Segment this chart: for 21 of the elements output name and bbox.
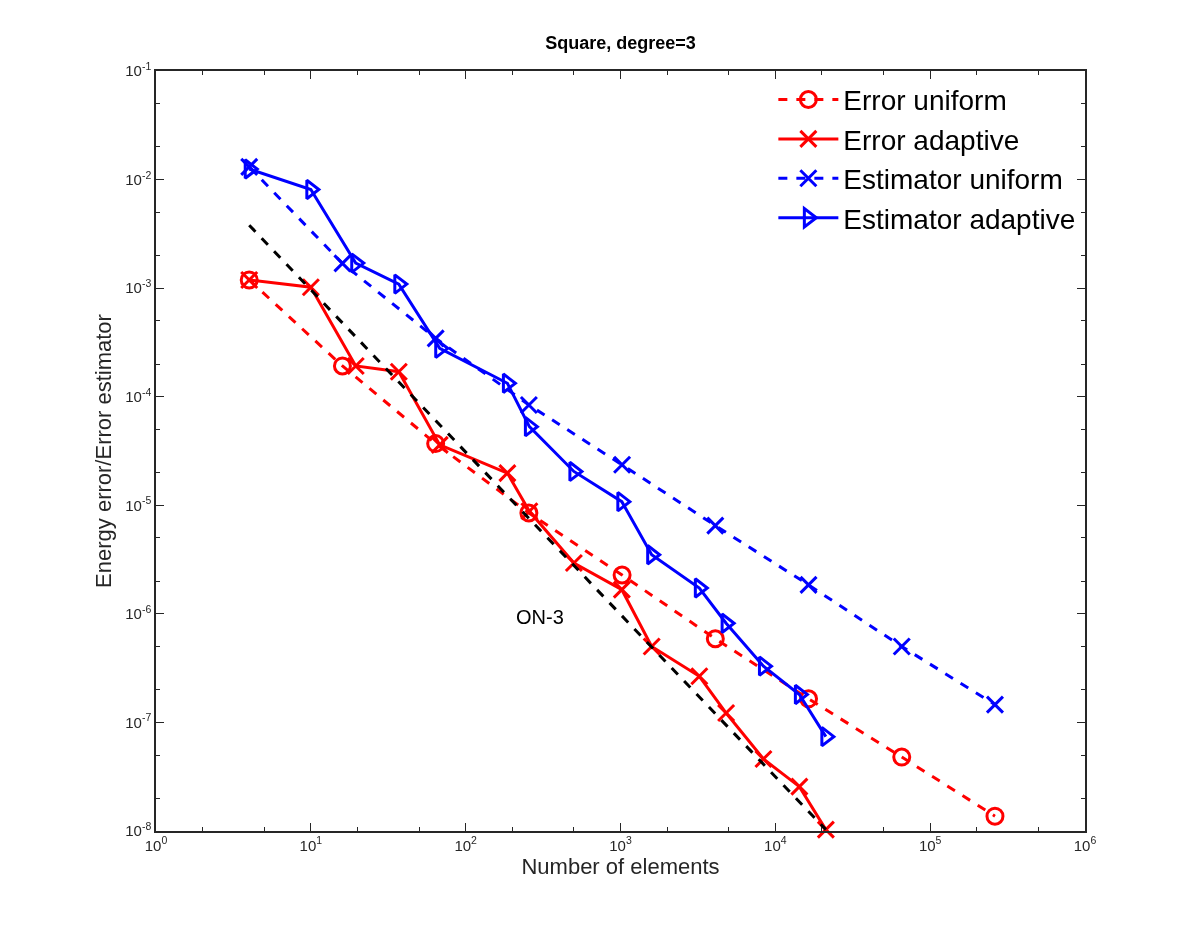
x-tick-label: 10$^{6}$ bbox=[1073, 834, 1097, 854]
y-axis-title: Energy error/Error estimator bbox=[90, 314, 116, 588]
y-tick-label: 10$^{-1}$ bbox=[125, 59, 152, 80]
annotation: ON-3 bbox=[516, 606, 564, 628]
y-tick-label: 10$^{-7}$ bbox=[125, 711, 152, 731]
y-tick-label: 10$^{-3}$ bbox=[125, 277, 152, 297]
x-tick-label: 10$^{2}$ bbox=[454, 834, 478, 854]
y-tick-label: 10$^{-6}$ bbox=[125, 602, 152, 623]
y-tick-label: 10$^{-2}$ bbox=[125, 168, 152, 188]
legend-label: Estimator adaptive bbox=[843, 203, 1076, 235]
y-tick-label: 10$^{-5}$ bbox=[125, 494, 152, 514]
x-tick-label: 10$^{3}$ bbox=[609, 834, 632, 854]
y-tick-label: 10$^{-4}$ bbox=[125, 385, 152, 405]
x-tick-label: 10$^{1}$ bbox=[299, 834, 323, 854]
legend-label: Error adaptive bbox=[843, 124, 1020, 156]
chart-title: Square, degree=3 bbox=[545, 32, 696, 53]
x-tick-label: 10$^{5}$ bbox=[918, 834, 942, 854]
x-axis-title: Number of elements bbox=[521, 853, 720, 879]
legend-label: Estimator uniform bbox=[843, 164, 1063, 196]
x-tick-label: 10$^{4}$ bbox=[764, 834, 787, 854]
legend-label: Error uniform bbox=[843, 85, 1007, 117]
